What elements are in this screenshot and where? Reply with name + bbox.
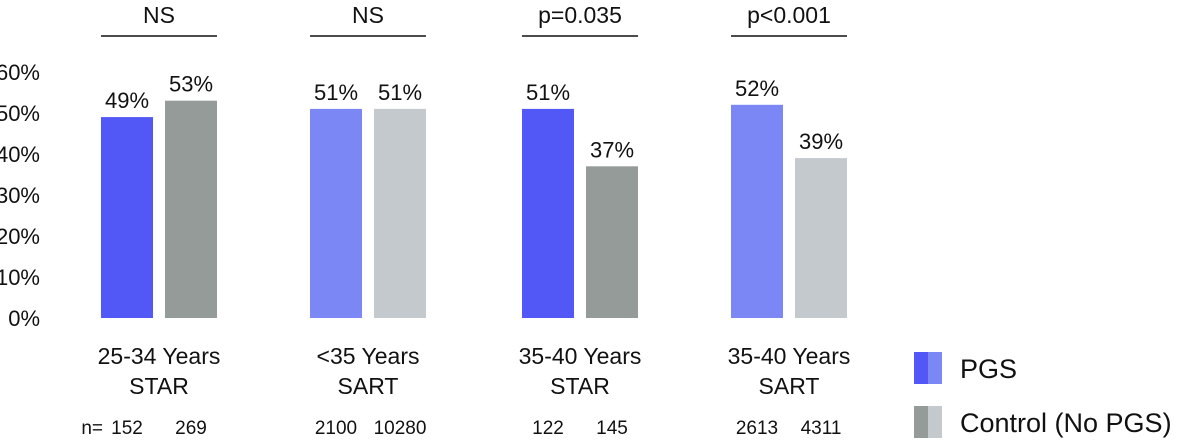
bar bbox=[310, 108, 362, 319]
bar bbox=[101, 117, 153, 318]
bar-group: p<0.001 52% 2613 39% 4311 35-40 Years SART bbox=[728, 2, 851, 439]
bar-group: p=0.035 51% 122 37% 145 35-40 Years STAR bbox=[519, 2, 642, 439]
bar-value-label: 37% bbox=[590, 137, 634, 162]
bar-value-label: 51% bbox=[526, 80, 570, 105]
sample-size-label: 122 bbox=[532, 418, 564, 439]
significance-label: NS bbox=[143, 2, 175, 28]
sample-size-label: 10280 bbox=[374, 418, 427, 439]
bar-groups: NS 49% 152 53% 269 n= 25-34 Years STAR NS 51% 2100… bbox=[81, 2, 850, 439]
bar-value-label: 51% bbox=[314, 80, 358, 105]
category-label-line1: <35 Years bbox=[317, 343, 420, 369]
y-tick-label: 20% bbox=[0, 224, 40, 249]
bar-value-label: 51% bbox=[378, 80, 422, 105]
y-tick-label: 60% bbox=[0, 60, 40, 85]
bar-value-label: 39% bbox=[799, 129, 843, 154]
y-tick-label: 50% bbox=[0, 101, 40, 126]
category-label-line1: 35-40 Years bbox=[519, 343, 642, 369]
sample-size-label: 2613 bbox=[736, 418, 778, 439]
bar bbox=[795, 158, 847, 318]
legend-label: PGS bbox=[960, 354, 1017, 384]
sample-size-label: 152 bbox=[111, 418, 143, 439]
bar bbox=[586, 166, 638, 318]
y-tick-label: 10% bbox=[0, 265, 40, 290]
sample-size-label: 269 bbox=[175, 418, 207, 439]
legend-item: Control (No PGS) bbox=[914, 406, 1172, 438]
significance-label: p<0.001 bbox=[747, 2, 831, 28]
legend-item: PGS bbox=[914, 352, 1017, 384]
category-label-line2: STAR bbox=[550, 373, 610, 399]
legend-swatch bbox=[928, 352, 942, 384]
legend-label: Control (No PGS) bbox=[960, 408, 1172, 438]
bar bbox=[165, 100, 217, 318]
y-tick-label: 40% bbox=[0, 142, 40, 167]
category-label-line1: 35-40 Years bbox=[728, 343, 851, 369]
bar bbox=[522, 108, 574, 319]
y-axis: 0% 10% 20% 30% 40% 50% 60% bbox=[0, 60, 40, 331]
sample-size-label: 2100 bbox=[315, 418, 357, 439]
bar-value-label: 53% bbox=[169, 72, 213, 97]
y-tick-label: 0% bbox=[8, 306, 40, 331]
legend-swatch bbox=[914, 406, 928, 438]
category-label-line2: STAR bbox=[129, 373, 189, 399]
significance-label: NS bbox=[352, 2, 384, 28]
bar-value-label: 52% bbox=[735, 76, 779, 101]
bar-value-label: 49% bbox=[105, 88, 149, 113]
sample-size-label: 145 bbox=[596, 418, 628, 439]
sample-size-prefix: n= bbox=[81, 418, 103, 439]
category-label-line1: 25-34 Years bbox=[98, 343, 221, 369]
significance-label: p=0.035 bbox=[538, 2, 622, 28]
bar-group: NS 51% 2100 51% 10280 <35 Years SART bbox=[310, 2, 426, 439]
category-label-line2: SART bbox=[338, 373, 399, 399]
bar-group: NS 49% 152 53% 269 n= 25-34 Years STAR bbox=[81, 2, 220, 439]
legend-swatch bbox=[928, 406, 942, 438]
sample-size-label: 4311 bbox=[801, 418, 842, 439]
bar bbox=[374, 108, 426, 319]
legend: PGS Control (No PGS) bbox=[914, 352, 1172, 438]
category-label-line2: SART bbox=[759, 373, 820, 399]
legend-swatch bbox=[914, 352, 928, 384]
y-tick-label: 30% bbox=[0, 183, 40, 208]
bar bbox=[731, 104, 783, 318]
